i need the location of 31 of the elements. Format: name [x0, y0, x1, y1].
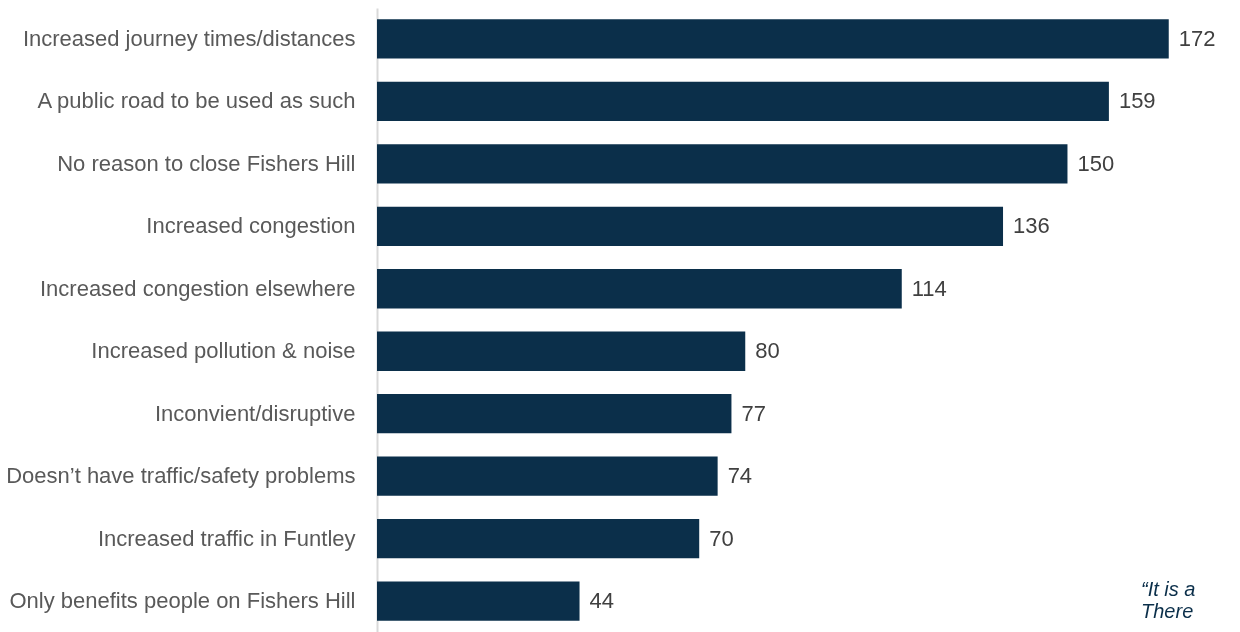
bar	[377, 269, 902, 309]
data-label: 70	[709, 525, 734, 551]
y-tick-label: A public road to be used as such	[37, 88, 356, 114]
data-label: 172	[1178, 25, 1216, 51]
y-tick-label: Doesn’t have traffic/safety problems	[6, 463, 356, 489]
data-label: 74	[727, 463, 753, 489]
y-tick-label: No reason to close Fishers Hill	[57, 150, 356, 176]
bar	[377, 19, 1169, 59]
y-tick-label: Inconvient/disruptive	[154, 400, 356, 426]
bar	[377, 331, 746, 371]
data-label: 159	[1118, 88, 1156, 114]
bar	[377, 81, 1109, 122]
data-label: 80	[755, 338, 780, 364]
data-label: 77	[741, 400, 766, 426]
bar	[377, 394, 732, 434]
bar	[377, 206, 1004, 246]
y-tick-label: Increased congestion elsewhere	[39, 275, 356, 301]
data-label: 136	[1013, 213, 1050, 239]
annotation: “It is a There	[1141, 578, 1196, 623]
y-tick-label: Increased pollution & noise	[91, 338, 356, 364]
bar	[377, 456, 718, 496]
bar	[377, 518, 700, 559]
y-tick-label: Increased congestion	[146, 213, 356, 239]
bar	[377, 144, 1068, 184]
data-label: 114	[911, 275, 947, 301]
y-tick-label: Only benefits people on Fishers Hill	[9, 588, 356, 614]
bar	[377, 581, 580, 621]
data-label: 150	[1077, 150, 1115, 176]
data-label: 44	[589, 588, 615, 614]
y-tick-label: Increased journey times/distances	[22, 25, 356, 51]
y-tick-label: Increased traffic in Funtley	[97, 525, 356, 551]
